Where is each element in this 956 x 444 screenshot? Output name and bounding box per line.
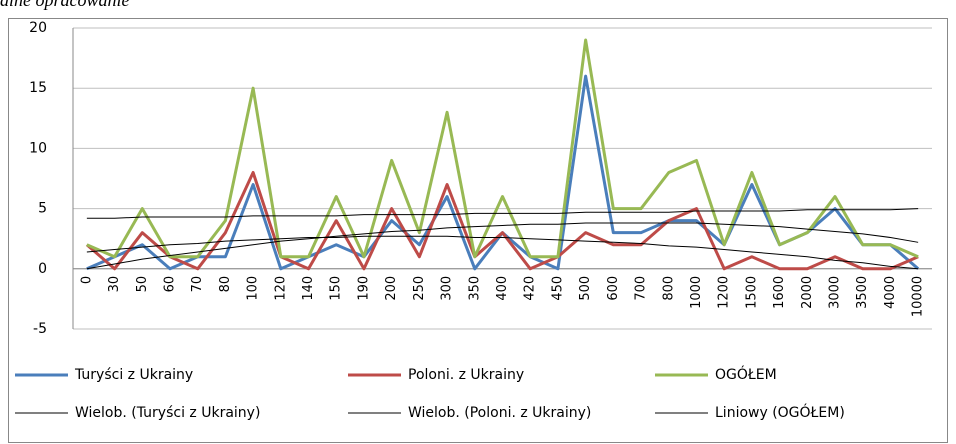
x-tick-label: 4000 xyxy=(883,276,898,309)
legend-label: Liniowy (OGÓŁEM) xyxy=(715,403,845,421)
x-tick-label: 600 xyxy=(606,276,621,301)
x-tick-label: 450 xyxy=(550,276,565,301)
x-tick-label: 60 xyxy=(162,276,177,293)
x-tick-label: 190 xyxy=(356,276,371,301)
x-tick-label: 2000 xyxy=(800,276,815,309)
series-line xyxy=(86,235,919,270)
legend-label: Wielob. (Turyści z Ukrainy) xyxy=(75,405,260,421)
x-tick-label: 10000 xyxy=(911,276,926,317)
x-tick-label: 80 xyxy=(218,276,233,293)
x-tick-label: 140 xyxy=(301,276,316,301)
x-tick-label: 150 xyxy=(329,276,344,301)
x-tick-label: 350 xyxy=(467,276,482,301)
y-tick-label: 5 xyxy=(38,201,47,217)
y-tick-label: 20 xyxy=(29,20,47,36)
x-tick-label: 800 xyxy=(661,276,676,301)
x-tick-label: 420 xyxy=(523,276,538,301)
source-note: alne opracowanie xyxy=(0,0,129,10)
series-line xyxy=(86,222,919,270)
x-tick-label: 1600 xyxy=(772,276,787,309)
legend-label: Turyści z Ukrainy xyxy=(74,367,193,383)
x-tick-label: 3500 xyxy=(855,276,870,309)
x-tick-label: 120 xyxy=(273,276,288,301)
x-tick-label: 70 xyxy=(190,276,205,293)
series-line xyxy=(85,170,919,271)
x-tick-label: 100 xyxy=(246,276,261,301)
x-tick-label: 1200 xyxy=(717,276,732,309)
x-tick-label: 200 xyxy=(384,276,399,301)
x-tick-label: 500 xyxy=(578,276,593,301)
series-line xyxy=(86,38,919,259)
series-line xyxy=(86,208,919,219)
x-tick-label: 50 xyxy=(135,276,150,293)
x-tick-label: 250 xyxy=(412,276,427,301)
x-tick-label: 1000 xyxy=(689,276,704,309)
y-tick-label: 10 xyxy=(29,140,47,156)
x-tick-label: 700 xyxy=(634,276,649,301)
y-tick-label: 15 xyxy=(29,80,47,96)
x-tick-label: 3000 xyxy=(828,276,843,309)
y-tick-label: 0 xyxy=(38,261,47,277)
x-tick-label: 400 xyxy=(495,276,510,301)
y-tick-label: -5 xyxy=(33,321,47,337)
legend-label: Wielob. (Poloni. z Ukrainy) xyxy=(408,405,591,421)
legend-label: Poloni. z Ukrainy xyxy=(408,367,524,383)
chart-frame xyxy=(8,18,948,443)
legend-label: OGÓŁEM xyxy=(715,365,777,383)
x-tick-label: 0 xyxy=(79,276,94,284)
x-tick-label: 300 xyxy=(440,276,455,301)
x-tick-label: 1500 xyxy=(744,276,759,309)
x-tick-label: 30 xyxy=(107,276,122,293)
